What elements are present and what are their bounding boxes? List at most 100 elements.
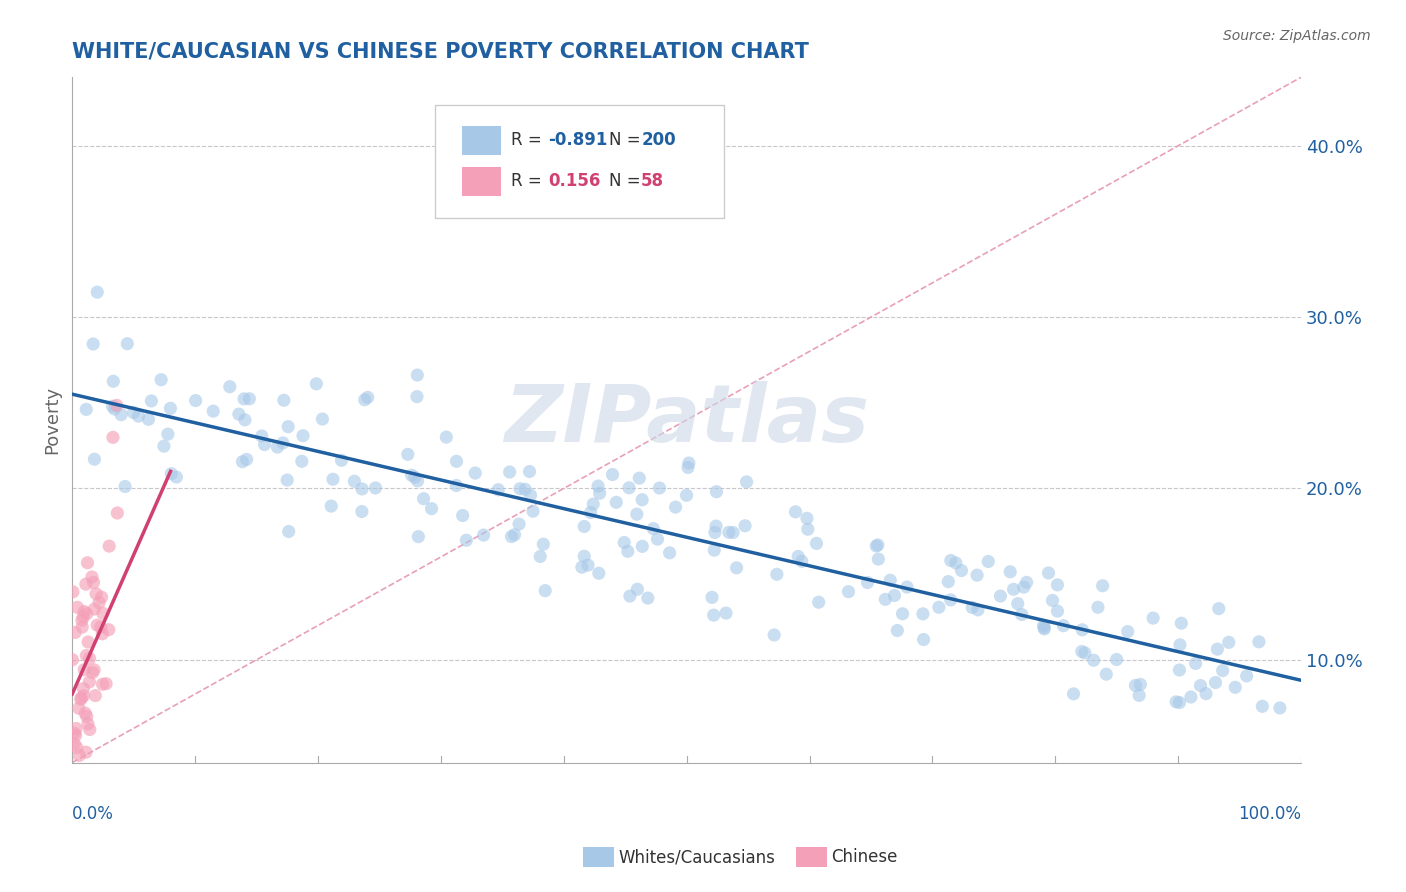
Point: [434, 430, 457, 444]
Point: [83, 575, 105, 590]
Point: [62, 585, 84, 599]
Point: [1032, 618, 1054, 632]
Point: [1038, 566, 1060, 580]
Point: [721, 525, 744, 540]
Point: [406, 474, 429, 488]
Point: [127, 409, 149, 424]
Point: [617, 481, 640, 495]
Point: [91, 606, 114, 620]
Point: [87, 789, 110, 804]
Point: [350, 504, 373, 518]
Point: [576, 558, 599, 573]
Point: [321, 499, 343, 513]
Point: [807, 595, 830, 609]
Point: [235, 452, 257, 467]
Point: [785, 505, 807, 519]
Point: [967, 603, 990, 617]
Point: [98, 539, 121, 553]
Point: [1033, 622, 1056, 636]
Point: [868, 552, 890, 566]
Point: [675, 488, 697, 502]
Bar: [461, 126, 501, 154]
Point: [637, 591, 659, 605]
Point: [91, 677, 114, 691]
Point: [79, 675, 101, 690]
Point: [464, 466, 486, 480]
Point: [63, 789, 86, 804]
Point: [1074, 646, 1097, 660]
Point: [322, 472, 344, 486]
Text: R =: R =: [510, 172, 547, 190]
Point: [141, 393, 163, 408]
Point: [950, 564, 973, 578]
Point: [73, 605, 96, 619]
Point: [93, 789, 115, 804]
Point: [90, 590, 112, 604]
Point: [150, 373, 173, 387]
Point: [883, 589, 905, 603]
FancyBboxPatch shape: [434, 104, 724, 218]
Point: [77, 635, 100, 649]
Point: [643, 522, 665, 536]
Point: [1184, 657, 1206, 671]
Point: [619, 589, 641, 603]
Point: [928, 600, 950, 615]
Point: [1208, 601, 1230, 615]
Text: N =: N =: [609, 131, 641, 149]
Text: Source: ZipAtlas.com: Source: ZipAtlas.com: [1223, 29, 1371, 43]
Point: [357, 390, 380, 404]
Point: [579, 506, 602, 520]
Point: [451, 508, 474, 523]
Point: [233, 413, 256, 427]
Point: [1129, 677, 1152, 691]
Point: [734, 518, 756, 533]
Point: [406, 390, 429, 404]
Point: [87, 596, 110, 610]
Point: [960, 600, 983, 615]
Point: [717, 525, 740, 540]
Point: [90, 620, 112, 634]
Point: [80, 570, 103, 584]
Point: [276, 473, 298, 487]
Point: [412, 491, 434, 506]
Point: [1168, 696, 1191, 710]
Point: [787, 549, 810, 564]
Point: [66, 740, 89, 755]
Point: [420, 501, 443, 516]
Point: [515, 483, 537, 497]
Point: [990, 589, 1012, 603]
Point: [1268, 701, 1291, 715]
Point: [446, 478, 468, 492]
Point: [936, 574, 959, 589]
Point: [896, 580, 918, 594]
Point: [305, 376, 328, 391]
Point: [616, 544, 638, 558]
Point: [77, 763, 100, 777]
Point: [534, 583, 557, 598]
Point: [350, 482, 373, 496]
Point: [75, 577, 97, 591]
Point: [1087, 600, 1109, 615]
Point: [735, 475, 758, 489]
Point: [891, 607, 914, 621]
Point: [486, 483, 509, 497]
Point: [70, 690, 93, 705]
Point: [886, 624, 908, 638]
Point: [977, 554, 1000, 568]
Point: [75, 706, 97, 721]
Point: [658, 546, 681, 560]
Point: [153, 439, 176, 453]
Point: [1205, 675, 1227, 690]
Point: [1168, 638, 1191, 652]
Point: [572, 549, 595, 564]
Point: [529, 549, 551, 564]
Point: [160, 467, 183, 481]
Point: [678, 456, 700, 470]
Point: [228, 407, 250, 421]
Point: [626, 507, 648, 521]
Point: [631, 492, 654, 507]
Point: [875, 592, 897, 607]
Point: [446, 454, 468, 468]
Point: [1002, 582, 1025, 597]
Point: [70, 613, 93, 627]
